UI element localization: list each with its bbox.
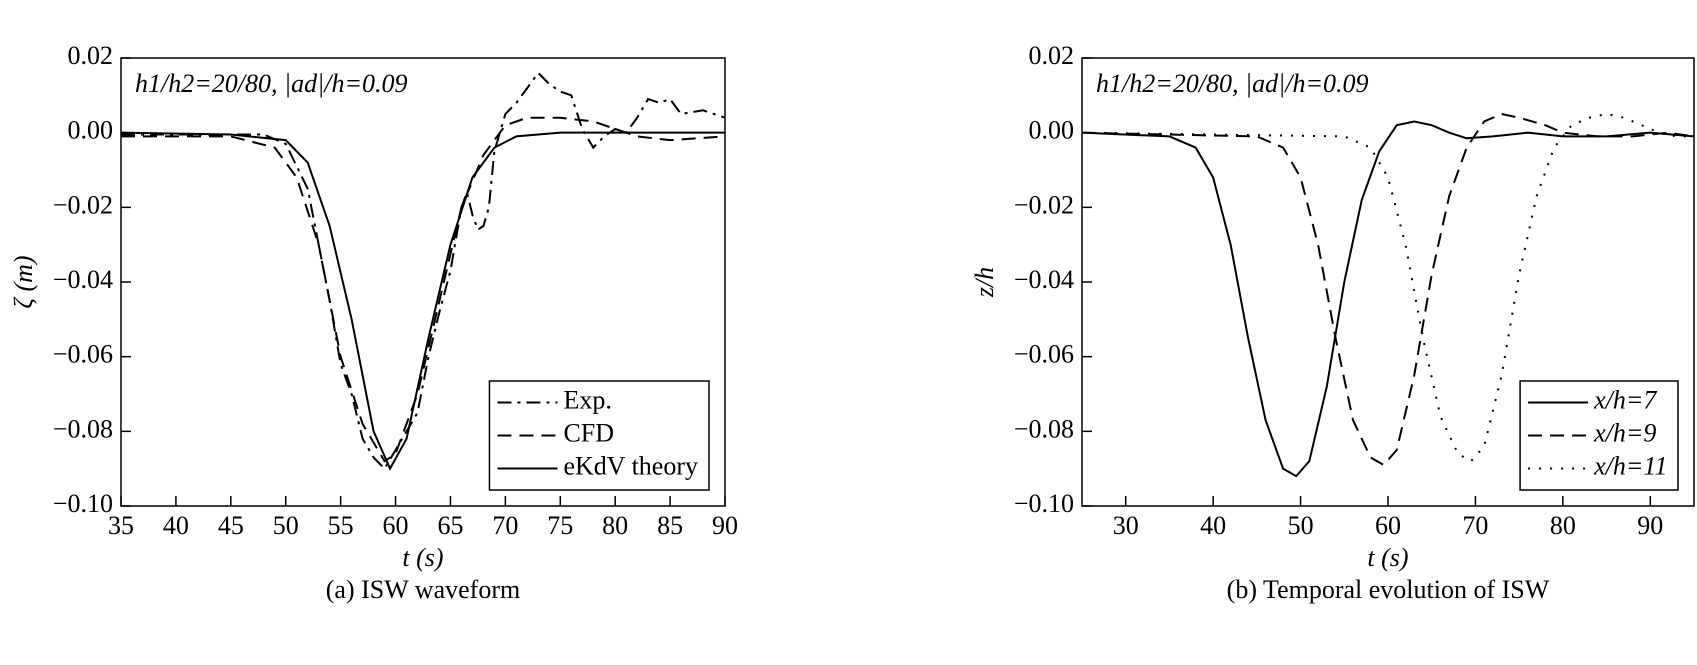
x-axis-label: t (s) [402, 543, 443, 572]
y-tick-label: −0.10 [1014, 489, 1074, 518]
x-tick-label: 60 [383, 511, 409, 540]
x-tick-label: 35 [108, 511, 134, 540]
y-tick-label: −0.08 [1014, 414, 1074, 443]
x-axis-label: t (s) [1367, 543, 1408, 572]
series-line [1082, 112, 1694, 463]
x-tick-label: 75 [547, 511, 573, 540]
y-axis-label: z/h [970, 267, 999, 298]
x-tick-label: 65 [437, 511, 463, 540]
x-tick-label: 30 [1113, 511, 1139, 540]
legend-label: Exp. [563, 385, 611, 414]
legend-label: x/h=9 [1593, 418, 1656, 447]
x-tick-label: 90 [1637, 511, 1663, 540]
legend-label: CFD [563, 418, 614, 447]
legend-box [1519, 380, 1679, 491]
x-tick-label: 90 [712, 511, 738, 540]
y-tick-label: −0.02 [53, 190, 113, 219]
series-line [121, 116, 725, 463]
y-tick-label: −0.08 [53, 414, 113, 443]
x-tick-label: 80 [1550, 511, 1576, 540]
legend-label: x/h=7 [1593, 385, 1657, 414]
series-line [1082, 120, 1694, 478]
y-tick-label: −0.04 [1014, 265, 1074, 294]
x-tick-label: 40 [163, 511, 189, 540]
y-tick-label: −0.06 [1014, 340, 1074, 369]
x-tick-label: 70 [492, 511, 518, 540]
x-tick-label: 85 [657, 511, 683, 540]
y-axis-label: ζ (m) [9, 255, 38, 308]
y-tick-label: 0.02 [68, 41, 114, 70]
x-tick-label: 50 [273, 511, 299, 540]
y-tick-label: 0.02 [1029, 41, 1075, 70]
y-tick-label: 0.00 [68, 116, 114, 145]
y-tick-label: −0.06 [53, 340, 113, 369]
x-tick-label: 50 [1288, 511, 1314, 540]
series-line [121, 131, 725, 471]
annotation: h1/h2=20/80, |ad|/h=0.09 [1096, 69, 1369, 98]
x-tick-label: 60 [1375, 511, 1401, 540]
x-tick-label: 70 [1462, 511, 1488, 540]
panel: 30 40 50 60 70 80 90 0.02 0.00 −0.02 −0.04 −0.06 −0.… [970, 41, 1695, 604]
panel: 35 40 45 50 55 60 65 70 75 80 85 90 0.02 0.00 −0.02 −0.… [9, 41, 738, 604]
x-tick-label: 80 [602, 511, 628, 540]
y-tick-label: −0.10 [53, 489, 113, 518]
annotation: h1/h2=20/80, |ad|/h=0.09 [135, 69, 408, 98]
legend: x/h=7 x/h=9 x/h=11 [1519, 380, 1679, 491]
x-tick-label: 55 [328, 511, 354, 540]
y-tick-label: −0.04 [53, 265, 113, 294]
x-tick-label: 45 [218, 511, 244, 540]
x-tick-label: 40 [1200, 511, 1226, 540]
series-line [1082, 112, 1694, 467]
y-tick-label: 0.00 [1029, 116, 1075, 145]
legend-label: eKdV theory [563, 451, 698, 480]
caption: (a) ISW waveform [326, 575, 520, 604]
y-tick-label: −0.02 [1014, 190, 1074, 219]
caption: (b) Temporal evolution of ISW [1227, 575, 1550, 604]
legend-label: x/h=11 [1593, 451, 1667, 480]
legend: Exp. CFD eKdV theory [488, 380, 710, 491]
